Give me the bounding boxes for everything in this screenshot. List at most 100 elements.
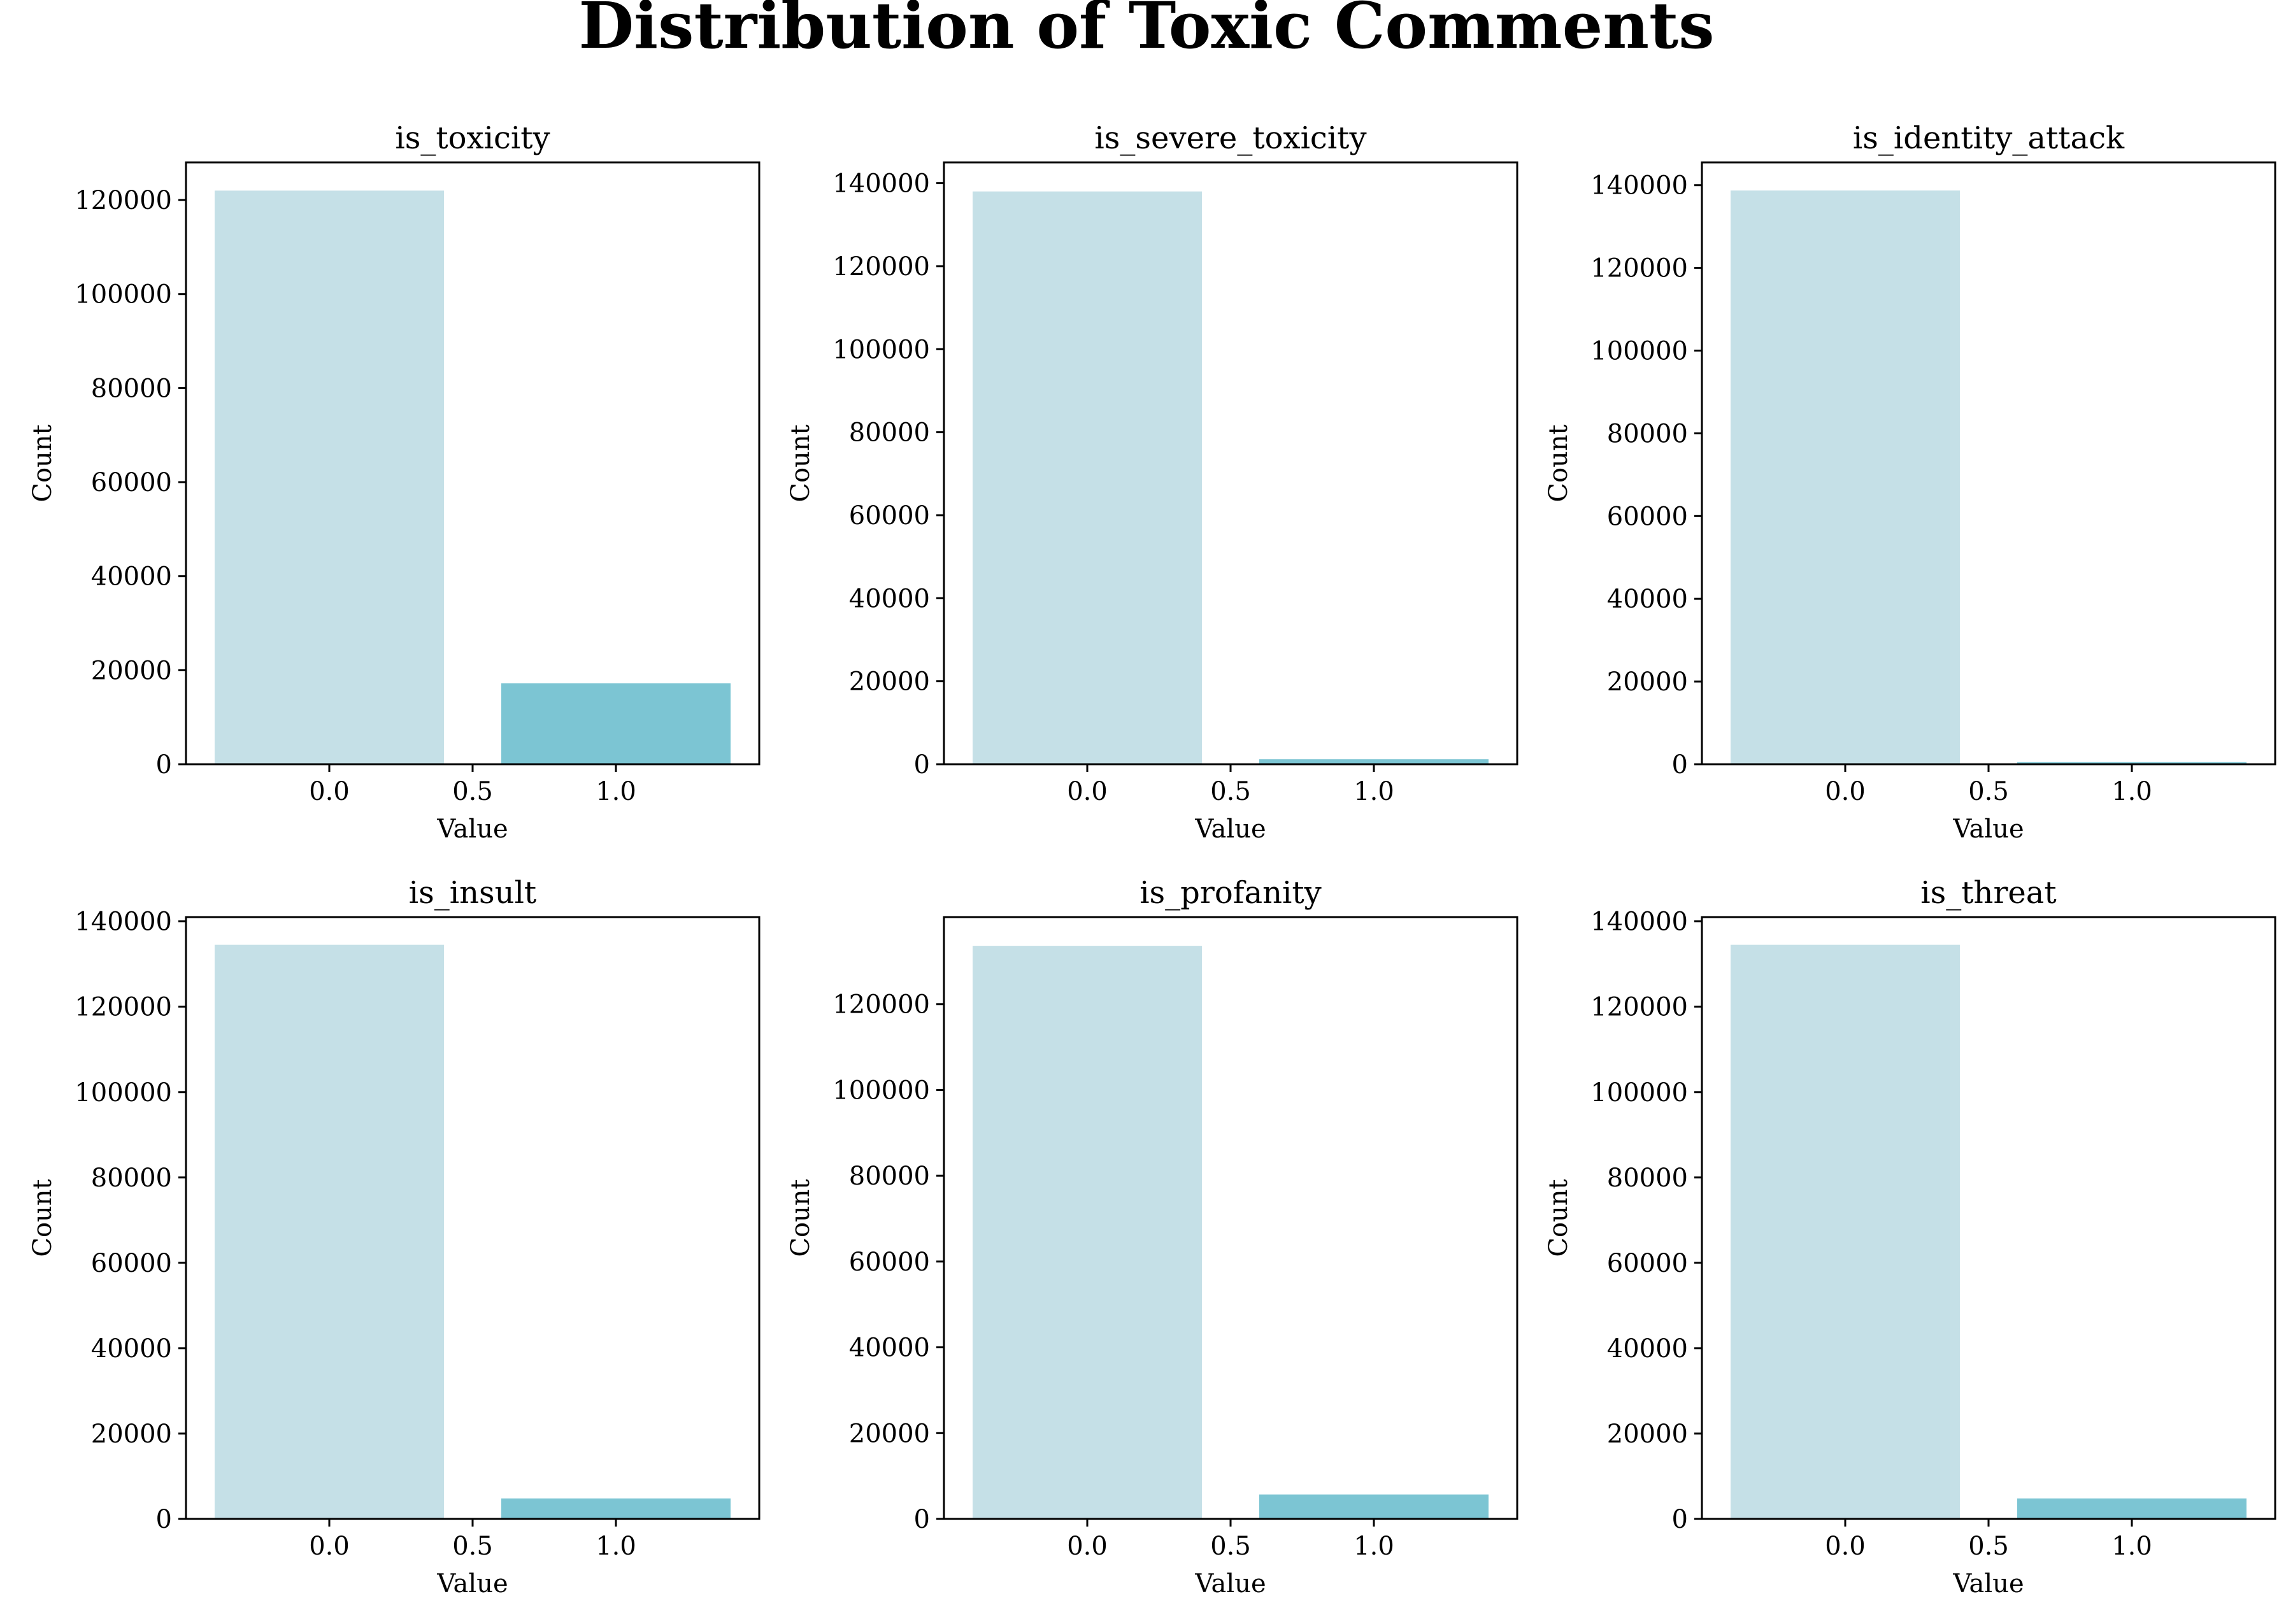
y-tick-label: 80000 <box>1607 419 1688 448</box>
bar-value-0 <box>973 191 1202 764</box>
y-axis-label: Count <box>1544 424 1573 502</box>
x-tick-label: 0.0 <box>309 777 350 806</box>
subplot-is-profanity: 0.0 0.5 1.0 0 20000 40000 60000 80000 100000 1200… <box>786 875 1518 1599</box>
x-axis-label: Value <box>436 1569 508 1599</box>
x-tick-label: 0.5 <box>452 777 493 806</box>
subplot-title: is_identity_attack <box>1853 120 2125 156</box>
y-tick-label: 120000 <box>832 252 930 281</box>
figure-title: Distribution of Toxic Comments <box>578 0 1714 63</box>
x-tick-label: 1.0 <box>596 1532 636 1561</box>
y-tick-label: 140000 <box>1590 908 1688 937</box>
y-tick-label: 20000 <box>91 656 172 685</box>
subplot-title: is_threat <box>1920 875 2056 911</box>
y-tick-label: 40000 <box>1607 585 1688 614</box>
y-tick-label: 0 <box>156 1505 172 1534</box>
subplot-is-identity-attack: 0.0 0.5 1.0 0 20000 40000 60000 80000 100000 1200… <box>1544 120 2276 844</box>
y-tick-label: 100000 <box>832 1076 930 1105</box>
subplot-grid: 0.0 0.5 1.0 0 20000 40000 60000 80000 100000 1200… <box>28 120 2276 1599</box>
y-tick-label: 40000 <box>91 1334 172 1364</box>
y-tick-label: 80000 <box>91 374 172 403</box>
bar-value-1 <box>2017 762 2247 764</box>
y-tick-label: 40000 <box>91 562 172 592</box>
y-tick-label: 100000 <box>75 1078 172 1108</box>
y-tick-label: 0 <box>914 750 930 780</box>
y-tick-label: 40000 <box>849 1334 930 1363</box>
y-tick-label: 140000 <box>832 169 930 199</box>
x-tick-label: 0.0 <box>1067 1532 1108 1561</box>
x-tick-label: 1.0 <box>596 777 636 806</box>
subplot-title: is_profanity <box>1139 875 1322 911</box>
y-tick-label: 100000 <box>1590 337 1688 366</box>
y-tick-label: 140000 <box>1590 171 1688 201</box>
y-tick-label: 60000 <box>91 468 172 497</box>
y-tick-label: 0 <box>1672 1505 1688 1534</box>
y-axis-label: Count <box>786 1179 815 1257</box>
x-tick-label: 0.5 <box>452 1532 493 1561</box>
y-tick-label: 60000 <box>849 1248 930 1277</box>
subplot-is-insult: 0.0 0.5 1.0 0 20000 40000 60000 80000 100000 1200… <box>28 875 761 1599</box>
x-tick-label: 0.5 <box>1210 1532 1251 1561</box>
subplot-title: is_insult <box>409 875 536 911</box>
bar-value-0 <box>215 190 444 764</box>
y-tick-label: 80000 <box>849 418 930 448</box>
y-tick-label: 140000 <box>75 908 172 937</box>
y-tick-label: 60000 <box>1607 502 1688 531</box>
y-tick-label: 20000 <box>849 667 930 697</box>
bar-value-0 <box>973 946 1202 1519</box>
x-tick-label: 0.0 <box>1067 777 1108 806</box>
x-tick-label: 1.0 <box>1354 1532 1394 1561</box>
x-tick-label: 0.0 <box>1825 1532 1866 1561</box>
y-tick-label: 60000 <box>849 501 930 531</box>
bar-value-1 <box>2017 1498 2247 1519</box>
x-tick-label: 0.0 <box>1825 777 1866 806</box>
y-tick-label: 80000 <box>849 1162 930 1191</box>
y-tick-label: 120000 <box>75 186 172 215</box>
x-tick-label: 0.0 <box>309 1532 350 1561</box>
y-tick-label: 0 <box>156 750 172 780</box>
y-tick-label: 40000 <box>849 584 930 613</box>
subplot-is-severe-toxicity: 0.0 0.5 1.0 0 20000 40000 60000 80000 100000 1200… <box>786 120 1518 844</box>
x-tick-label: 0.5 <box>1968 777 2009 806</box>
bar-value-1 <box>1259 1494 1489 1519</box>
subplot-title: is_severe_toxicity <box>1094 120 1366 156</box>
y-tick-label: 20000 <box>849 1419 930 1448</box>
bar-value-1 <box>501 683 731 764</box>
y-tick-label: 120000 <box>75 993 172 1022</box>
subplot-is-toxicity: 0.0 0.5 1.0 0 20000 40000 60000 80000 100000 1200… <box>28 120 761 844</box>
y-tick-label: 20000 <box>1607 1420 1688 1449</box>
y-axis-label: Count <box>28 424 57 502</box>
y-tick-label: 120000 <box>1590 993 1688 1022</box>
y-axis-label: Count <box>1544 1179 1573 1257</box>
x-tick-label: 1.0 <box>2111 1532 2152 1561</box>
bar-value-0 <box>215 944 444 1519</box>
bar-value-1 <box>501 1498 731 1519</box>
y-tick-label: 60000 <box>1607 1249 1688 1278</box>
y-tick-label: 80000 <box>91 1164 172 1193</box>
y-tick-label: 0 <box>914 1505 930 1534</box>
y-tick-label: 100000 <box>832 335 930 364</box>
x-tick-label: 1.0 <box>1354 777 1394 806</box>
subplot-is-threat: 0.0 0.5 1.0 0 20000 40000 60000 80000 100000 1200… <box>1544 875 2276 1599</box>
y-tick-label: 100000 <box>75 280 172 310</box>
y-tick-label: 120000 <box>832 990 930 1020</box>
y-tick-label: 120000 <box>1590 254 1688 283</box>
x-axis-label: Value <box>1952 815 2024 844</box>
y-tick-label: 40000 <box>1607 1334 1688 1364</box>
x-axis-label: Value <box>436 815 508 844</box>
bar-value-0 <box>1731 944 1960 1519</box>
x-tick-label: 0.5 <box>1210 777 1251 806</box>
y-tick-label: 60000 <box>91 1249 172 1278</box>
y-tick-label: 100000 <box>1590 1078 1688 1108</box>
y-tick-label: 20000 <box>91 1420 172 1449</box>
x-tick-label: 0.5 <box>1968 1532 2009 1561</box>
bar-value-1 <box>1259 759 1489 764</box>
bar-value-0 <box>1731 190 1960 765</box>
x-tick-label: 1.0 <box>2111 777 2152 806</box>
y-axis-label: Count <box>28 1179 57 1257</box>
x-axis-label: Value <box>1194 815 1266 844</box>
x-axis-label: Value <box>1952 1569 2024 1599</box>
subplot-title: is_toxicity <box>395 120 550 156</box>
y-tick-label: 20000 <box>1607 667 1688 697</box>
y-tick-label: 80000 <box>1607 1164 1688 1193</box>
